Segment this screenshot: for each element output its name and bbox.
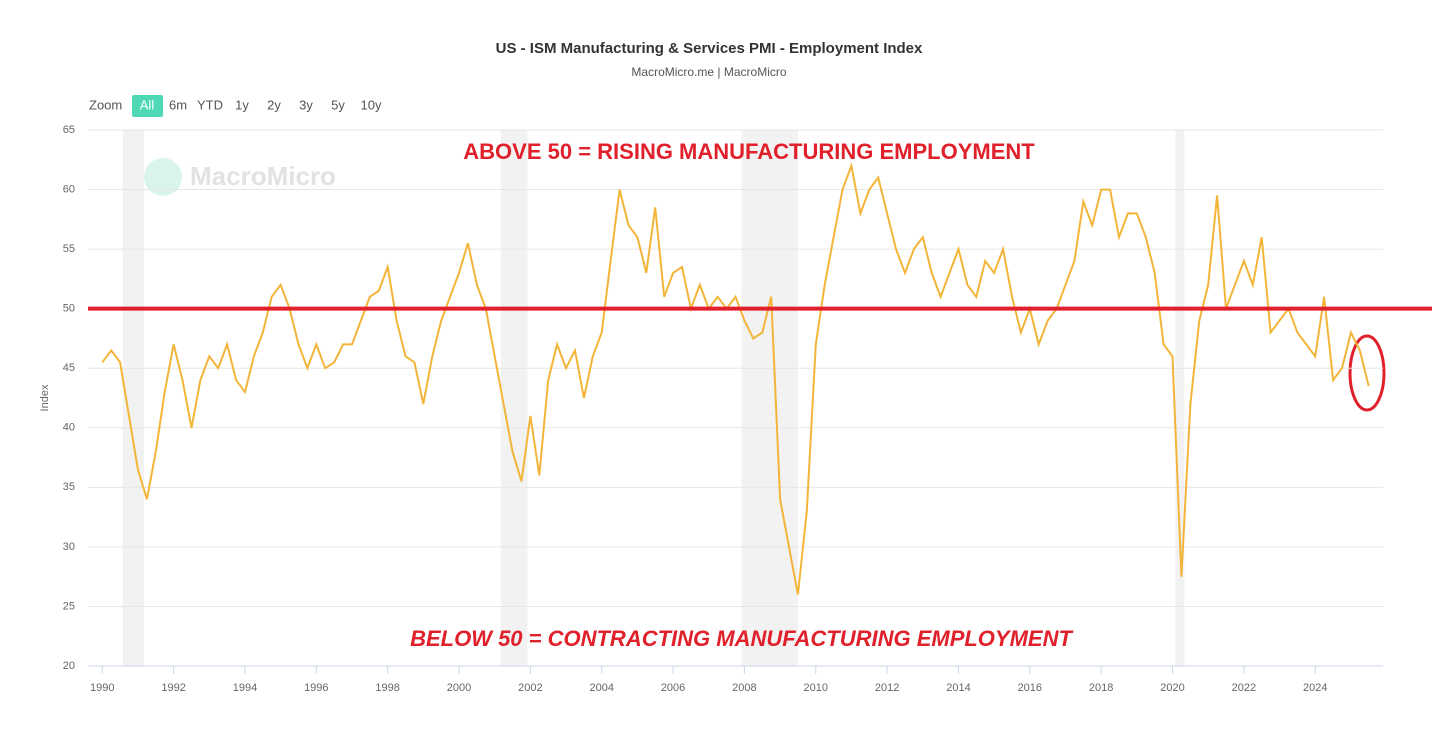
zoom-button[interactable]: 2y bbox=[267, 97, 281, 112]
x-tick-label: 2006 bbox=[661, 682, 685, 694]
x-tick-label: 2012 bbox=[875, 682, 899, 694]
annotation: ABOVE 50 = RISING MANUFACTURING EMPLOYME… bbox=[463, 139, 1035, 164]
watermark-text: MacroMicro bbox=[190, 161, 336, 191]
y-tick-label: 20 bbox=[63, 660, 75, 672]
x-tick-label: 2016 bbox=[1018, 682, 1042, 694]
x-tick-label: 2002 bbox=[518, 682, 542, 694]
zoom-button[interactable]: 10y bbox=[361, 97, 382, 112]
recession-band bbox=[500, 130, 528, 666]
watermark-logo bbox=[144, 158, 182, 196]
chart-title: US - ISM Manufacturing & Services PMI - … bbox=[496, 40, 923, 57]
x-tick-label: 2000 bbox=[447, 682, 471, 694]
y-tick-label: 55 bbox=[63, 243, 75, 255]
y-tick-label: 40 bbox=[63, 422, 75, 434]
x-tick-label: 2004 bbox=[589, 682, 613, 694]
x-tick-label: 2022 bbox=[1232, 682, 1256, 694]
zoom-button[interactable]: YTD bbox=[197, 97, 223, 112]
series-line bbox=[101, 161, 1370, 595]
x-tick-label: 2020 bbox=[1160, 682, 1184, 694]
x-tick-label: 2018 bbox=[1089, 682, 1113, 694]
zoom-label: Zoom bbox=[89, 97, 122, 112]
zoom-button[interactable]: All bbox=[140, 97, 155, 112]
zoom-button[interactable]: 1y bbox=[235, 97, 249, 112]
x-tick-label: 1998 bbox=[375, 682, 399, 694]
y-tick-label: 30 bbox=[63, 541, 75, 553]
x-tick-label: 2008 bbox=[732, 682, 756, 694]
zoom-button-bg[interactable] bbox=[132, 95, 163, 117]
watermark: MacroMicro bbox=[144, 158, 336, 196]
y-tick-label: 35 bbox=[63, 481, 75, 493]
y-tick-label: 25 bbox=[63, 600, 75, 612]
y-tick-label: 45 bbox=[63, 362, 75, 374]
recession-band bbox=[741, 130, 798, 666]
x-tick-label: 1996 bbox=[304, 682, 328, 694]
y-tick-label: 50 bbox=[63, 303, 75, 315]
chart-subtitle: MacroMicro.me | MacroMicro bbox=[631, 65, 786, 79]
y-tick-label: 60 bbox=[63, 183, 75, 195]
annotation: BELOW 50 = CONTRACTING MANUFACTURING EMP… bbox=[410, 626, 1073, 651]
highlight-ellipse bbox=[1348, 334, 1386, 412]
x-tick-label: 1994 bbox=[233, 682, 257, 694]
x-tick-label: 2014 bbox=[946, 682, 970, 694]
x-tick-label: 1990 bbox=[90, 682, 114, 694]
x-tick-label: 1992 bbox=[161, 682, 185, 694]
y-tick-label: 65 bbox=[63, 124, 75, 136]
zoom-button[interactable]: 6m bbox=[169, 97, 187, 112]
y-axis-label: Index bbox=[39, 384, 51, 411]
x-tick-label: 2024 bbox=[1303, 682, 1327, 694]
zoom-button[interactable]: 3y bbox=[299, 97, 313, 112]
recession-band bbox=[1175, 130, 1185, 666]
recession-band bbox=[122, 130, 145, 666]
x-tick-label: 2010 bbox=[804, 682, 828, 694]
zoom-button[interactable]: 5y bbox=[331, 97, 345, 112]
